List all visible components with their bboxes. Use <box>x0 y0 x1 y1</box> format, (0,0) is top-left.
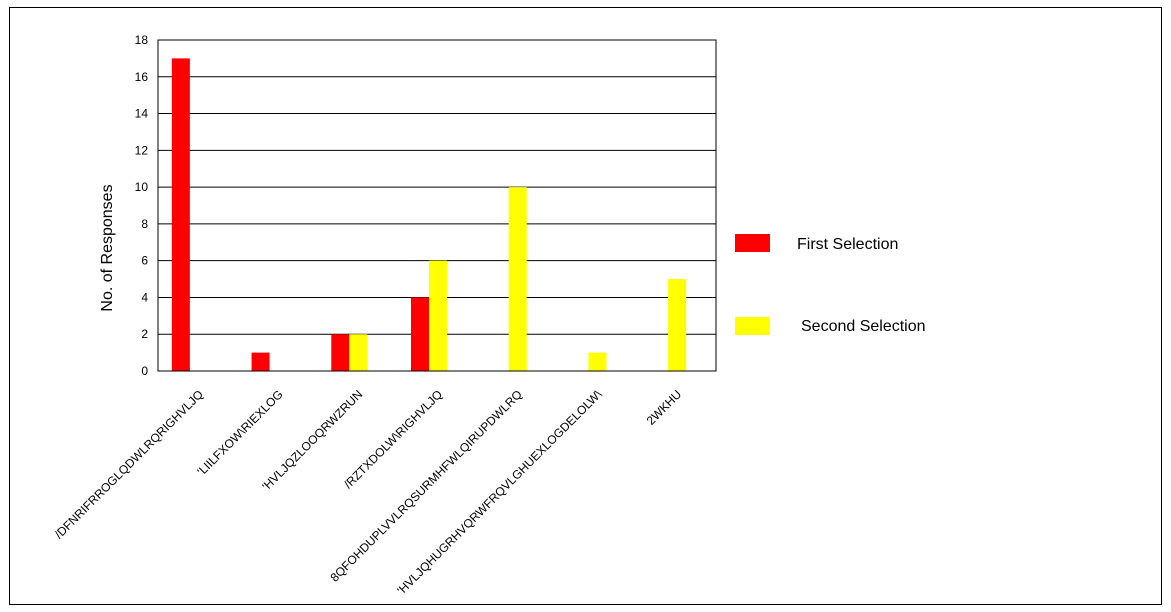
y-tick-label: 10 <box>135 180 149 194</box>
legend-swatch-second-selection <box>735 317 770 335</box>
x-category-label: 2WKHU <box>644 387 685 428</box>
bar-second-selection-2 <box>349 334 367 371</box>
bar-second-selection-6 <box>668 279 686 371</box>
legend-label-second-selection: Second Selection <box>801 318 926 335</box>
x-category-labels: /DFNRIFRROGLQDWLRQRIGHVLJQ'LIILFXOW\RI… <box>52 387 684 598</box>
y-tick-label: 2 <box>141 327 148 341</box>
bars <box>172 58 686 371</box>
y-tick-label: 8 <box>141 217 148 231</box>
bar-first-selection-0 <box>172 58 190 371</box>
y-tick-label: 6 <box>141 254 148 268</box>
bar-second-selection-5 <box>588 353 606 371</box>
y-tick-label: 16 <box>135 70 149 84</box>
y-tick-label: 12 <box>135 143 149 157</box>
y-tick-label: 4 <box>141 290 148 304</box>
bar-first-selection-1 <box>252 353 270 371</box>
legend-label-first-selection: First Selection <box>797 236 898 253</box>
y-tick-label: 18 <box>135 33 149 47</box>
bar-first-selection-3 <box>411 297 429 371</box>
y-axis-label: No. of Responses <box>99 184 116 311</box>
legend: First Selection Second Selection <box>735 234 926 335</box>
bar-second-selection-3 <box>429 261 447 371</box>
y-tick-labels: 0 2 4 6 8 10 12 14 16 18 <box>135 33 149 378</box>
x-category-label: 'LIILFXOW\RIEXLOG <box>194 387 285 478</box>
legend-swatch-first-selection <box>735 234 770 252</box>
bar-second-selection-4 <box>509 187 527 371</box>
y-tick-label: 14 <box>135 107 149 121</box>
bar-first-selection-2 <box>331 334 349 371</box>
y-tick-label: 0 <box>141 364 148 378</box>
x-category-label: /DFNRIFRROGLQDWLRQRIGHVLJQ <box>52 387 206 541</box>
